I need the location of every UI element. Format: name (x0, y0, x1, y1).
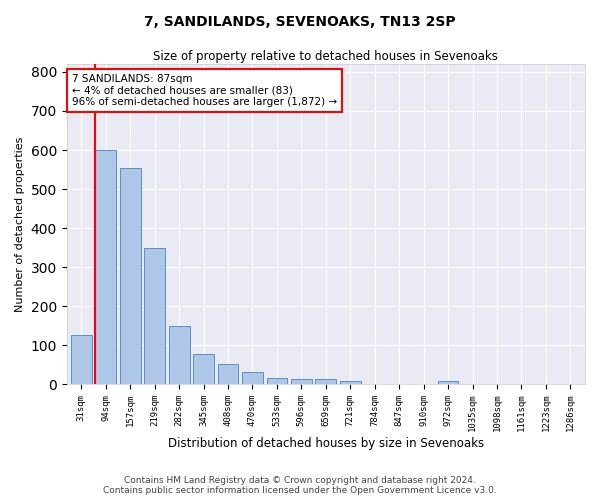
Bar (95, 150, 116, 384)
X-axis label: Distribution of detached houses by size in Sevenoaks: Distribution of detached houses by size … (168, 437, 484, 450)
Title: Size of property relative to detached houses in Sevenoaks: Size of property relative to detached ho… (154, 50, 498, 63)
Bar (266, 378, 287, 384)
Bar (242, 372, 263, 384)
Bar (193, 354, 214, 384)
Bar (218, 364, 238, 384)
Bar (316, 379, 336, 384)
Text: Contains HM Land Registry data © Crown copyright and database right 2024.
Contai: Contains HM Land Registry data © Crown c… (103, 476, 497, 495)
Bar (291, 379, 312, 384)
Bar (144, 248, 165, 384)
Bar (437, 381, 458, 384)
Y-axis label: Number of detached properties: Number of detached properties (15, 136, 25, 312)
Bar (71, 336, 92, 384)
Bar (120, 168, 140, 384)
Text: 7 SANDILANDS: 87sqm
← 4% of detached houses are smaller (83)
96% of semi-detache: 7 SANDILANDS: 87sqm ← 4% of detached hou… (72, 74, 337, 107)
Text: 7, SANDILANDS, SEVENOAKS, TN13 2SP: 7, SANDILANDS, SEVENOAKS, TN13 2SP (144, 15, 456, 29)
Bar (340, 381, 361, 384)
Bar (169, 326, 190, 384)
